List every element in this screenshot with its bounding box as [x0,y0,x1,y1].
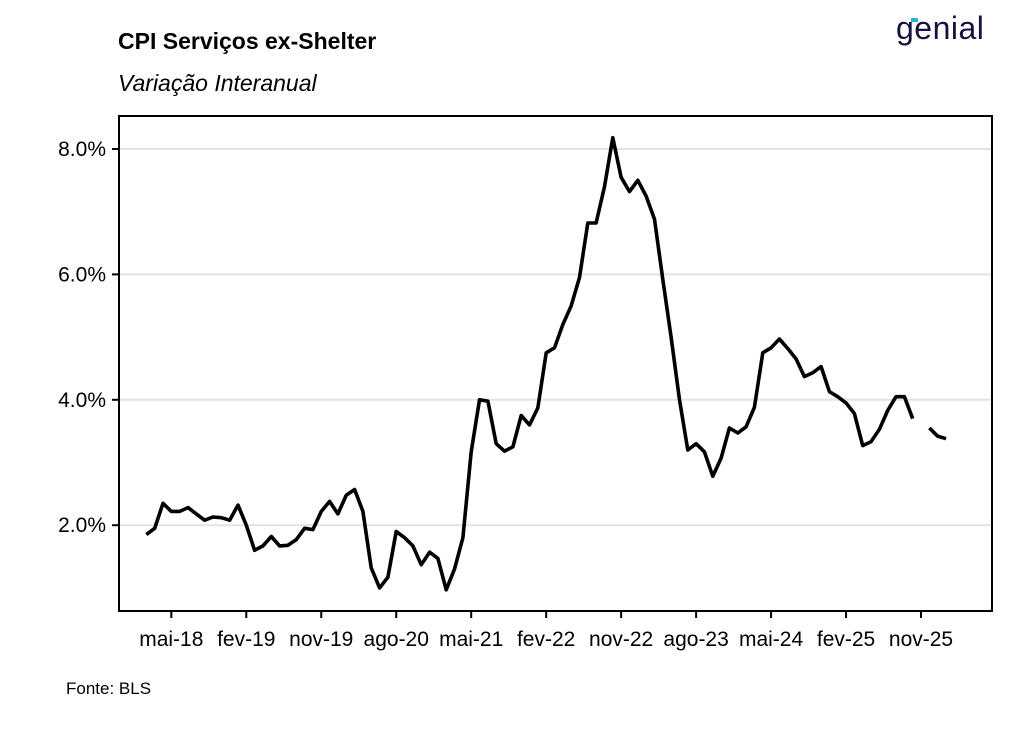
y-axis: 2.0% 4.0% 6.0% 8.0% [58,138,119,537]
y-tick-label: 8.0% [58,138,106,161]
series-layer [145,135,947,592]
x-tick-label: fev-22 [517,628,575,651]
x-tick-label: nov-19 [289,628,353,651]
gridlines [119,148,992,527]
x-tick-label: fev-19 [217,628,275,651]
series-line [145,135,947,592]
plot-frame [118,115,993,612]
y-tick-label: 6.0% [58,263,106,286]
x-tick-label: nov-25 [889,628,953,651]
y-tick-label: 2.0% [58,514,106,537]
x-tick-label: nov-22 [589,628,653,651]
x-tick-label: ago-23 [663,628,728,651]
x-tick-label: ago-20 [364,628,429,651]
chart-subtitle: Variação Interanual [118,70,317,96]
source-note: Fonte: BLS [66,679,152,698]
genial-logo: genial [896,10,985,46]
chart-title: CPI Serviços ex-Shelter [118,28,377,54]
x-tick-label: mai-18 [139,628,203,651]
y-tick-label: 4.0% [58,389,106,412]
logo-accent-mark [911,18,918,22]
x-tick-label: mai-24 [739,628,804,651]
x-axis: mai-18 fev-19 nov-19 ago-20 mai-21 fev-22 nov-… [139,611,953,651]
x-tick-label: mai-21 [439,628,503,651]
x-tick-label: fev-25 [817,628,875,651]
